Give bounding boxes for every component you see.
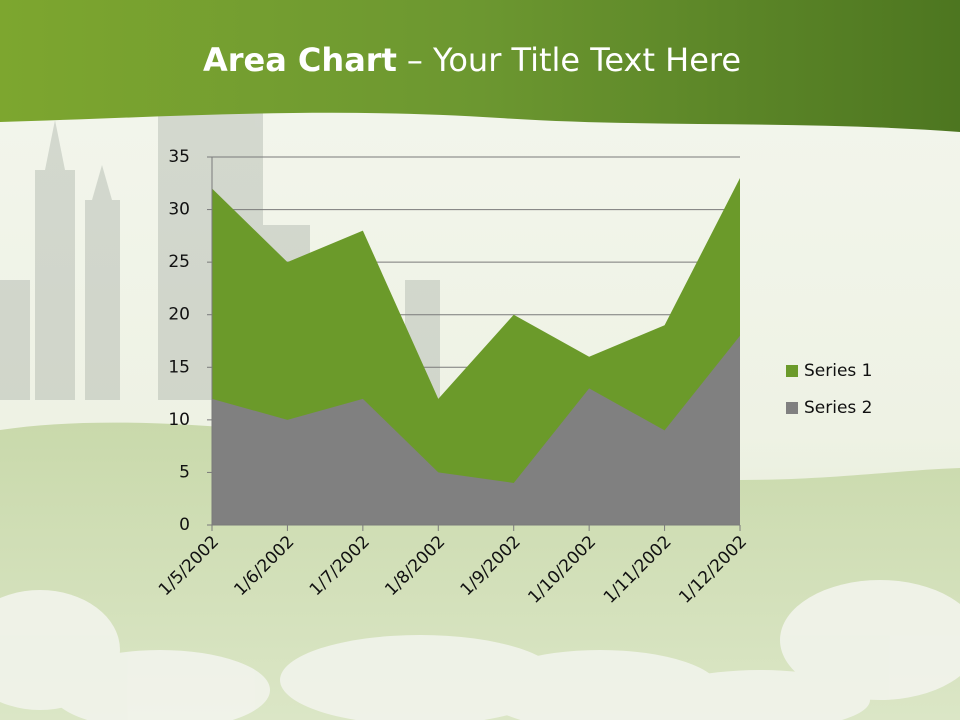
slide-title: Area Chart – Your Title Text Here	[203, 41, 741, 79]
y-tick-label: 5	[179, 462, 190, 482]
legend-swatch	[786, 402, 798, 414]
legend-label: Series 2	[804, 398, 873, 418]
y-tick-label: 0	[179, 515, 190, 535]
legend-swatch	[786, 365, 798, 377]
y-tick-label: 35	[168, 147, 190, 167]
clouds	[0, 580, 960, 724]
area	[212, 335, 740, 525]
y-tick-label: 20	[168, 305, 190, 325]
header-band	[0, 0, 960, 132]
legend-label: Series 1	[804, 361, 873, 381]
y-tick-label: 25	[168, 252, 190, 272]
title-rest: – Your Title Text Here	[407, 41, 741, 79]
y-tick-label: 30	[168, 200, 190, 220]
title-bold: Area Chart	[203, 41, 397, 79]
y-tick-label: 15	[168, 357, 190, 377]
y-tick-label: 10	[168, 410, 190, 430]
